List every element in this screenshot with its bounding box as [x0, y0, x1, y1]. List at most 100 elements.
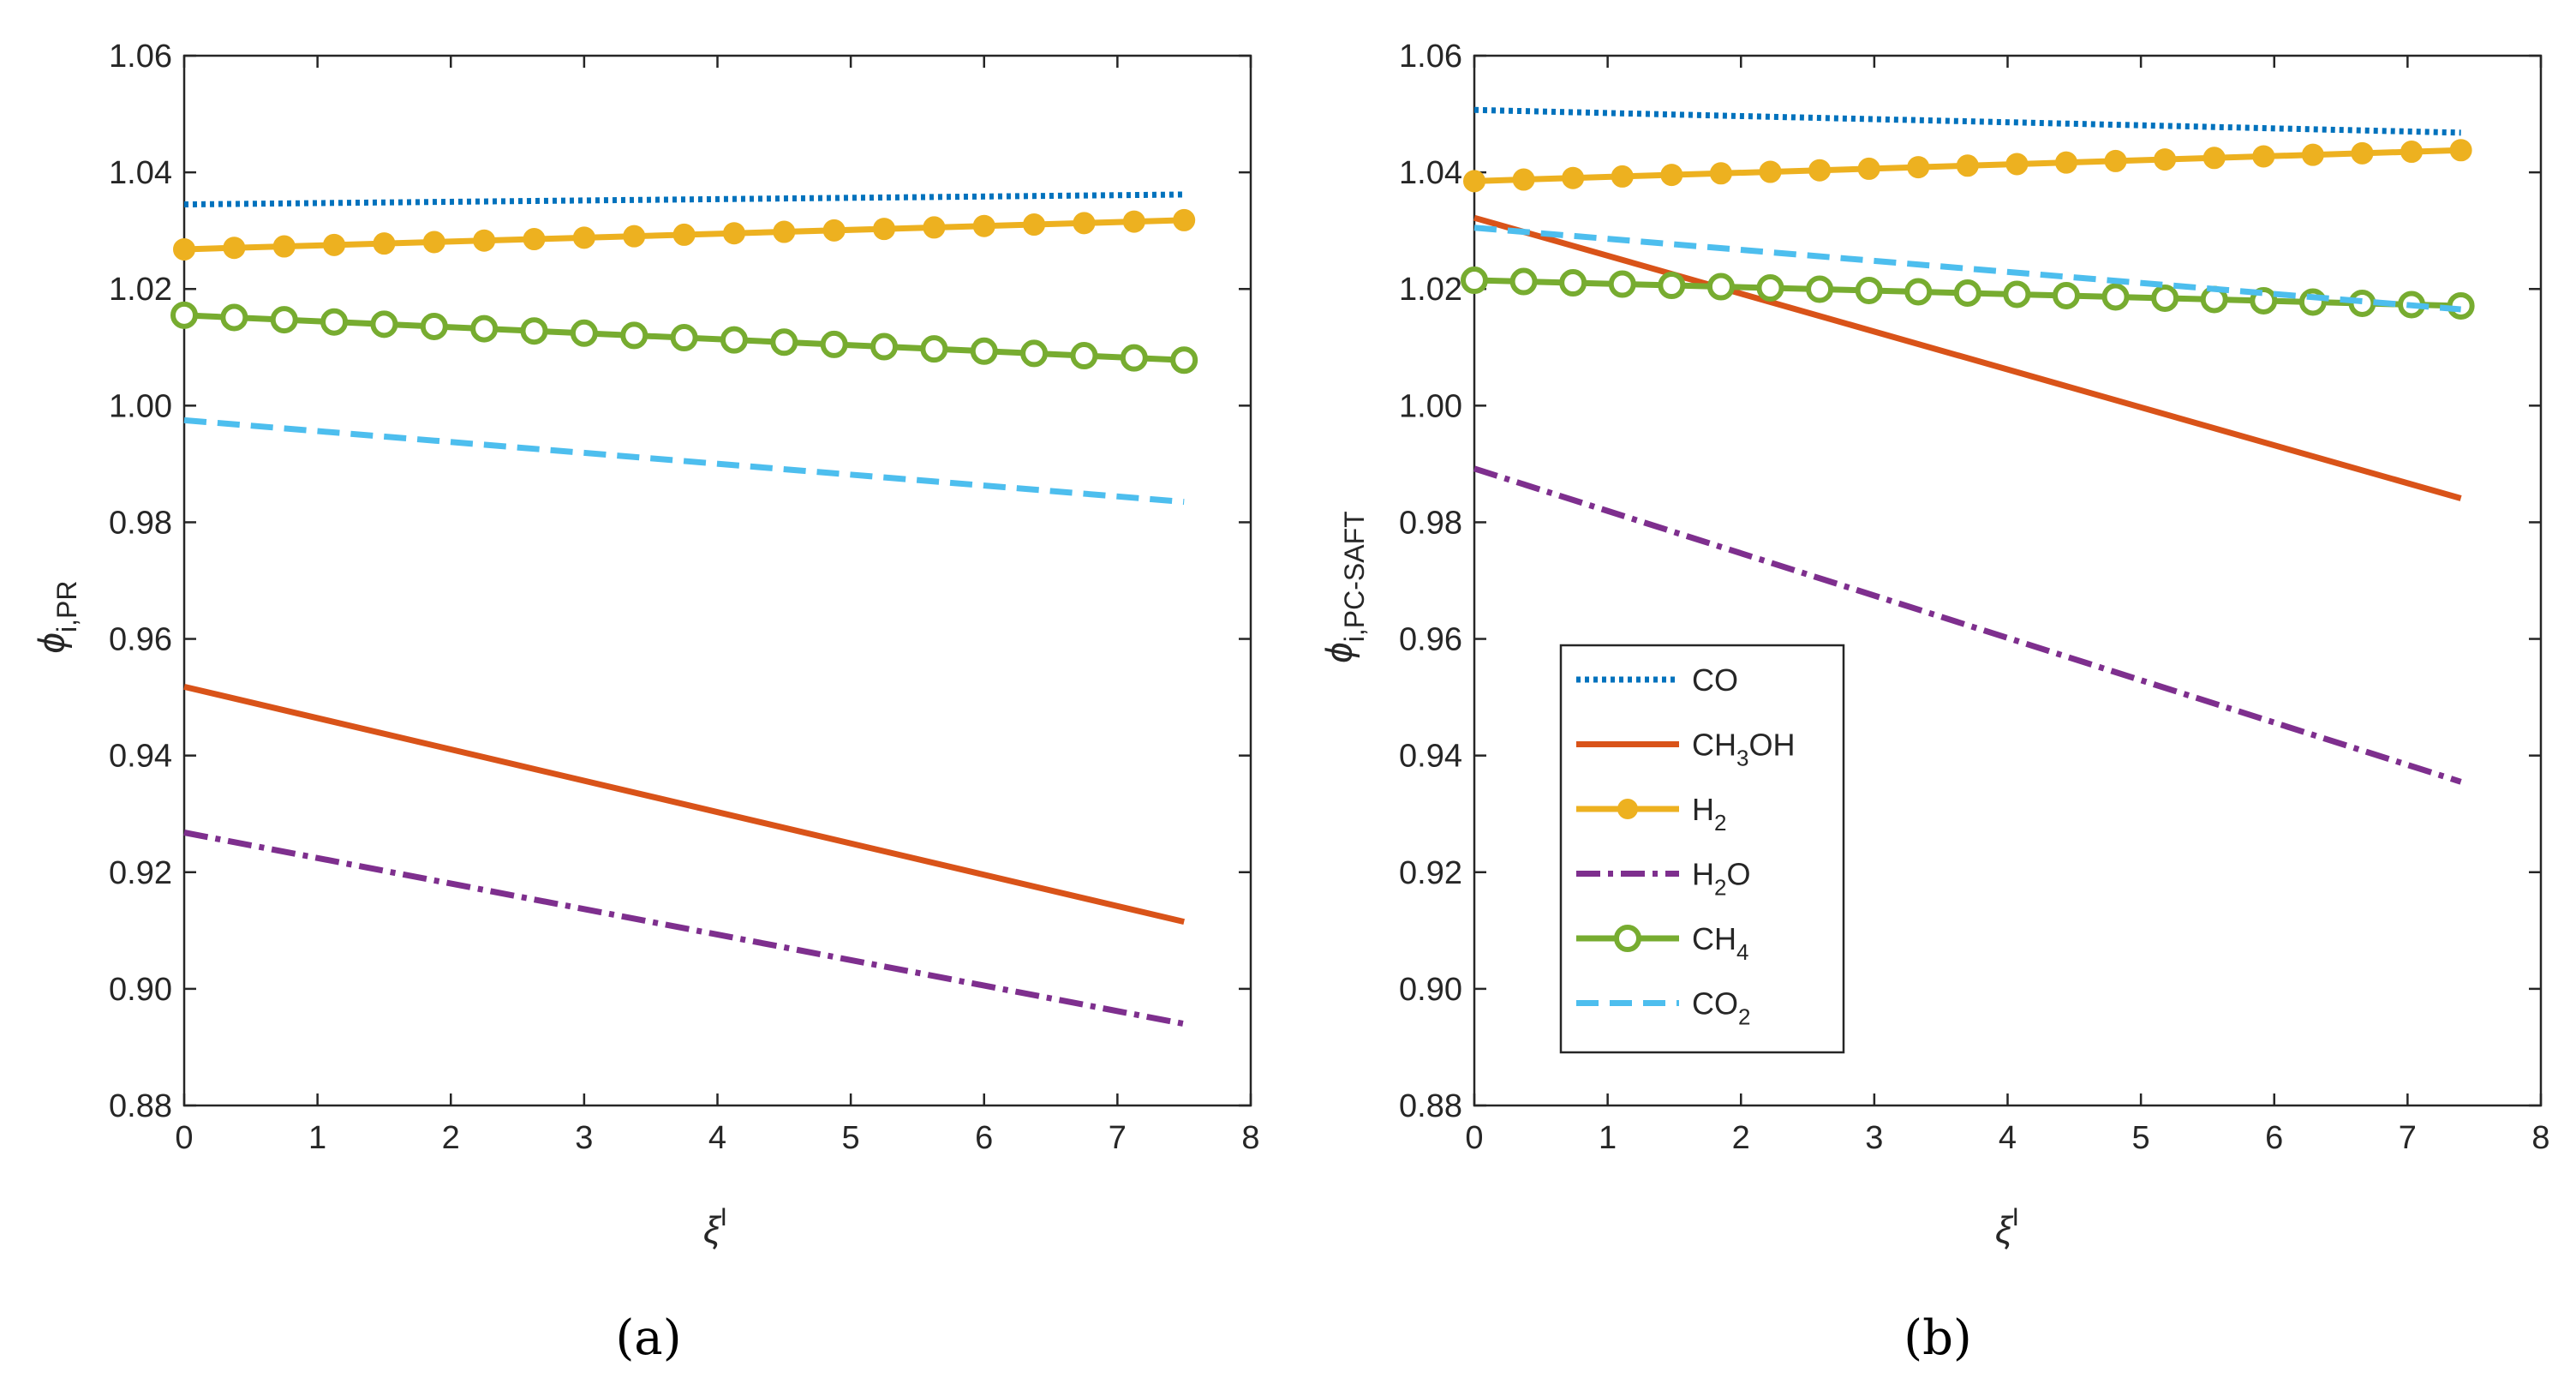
- legend-label: CH3OH: [1692, 728, 1795, 771]
- series-line-co: [1473, 106, 2461, 136]
- series-marker-h2: [2005, 153, 2029, 176]
- x-tick-label: 3: [575, 1120, 593, 1156]
- x-tick-label: 0: [1465, 1120, 1483, 1156]
- series-marker-h2: [873, 218, 896, 241]
- legend-label: CO: [1692, 662, 1738, 698]
- series-marker-h2: [2054, 151, 2077, 174]
- panel-caption-a: (a): [615, 1310, 681, 1366]
- series-marker-h2: [1808, 159, 1832, 182]
- y-axis-label-b: ϕi,PC-SAFT: [1318, 511, 1370, 662]
- series-marker-h2: [2202, 147, 2226, 170]
- y-tick-label: 1.02: [109, 272, 172, 308]
- series-line-co: [183, 191, 1185, 208]
- series-marker-h2: [422, 231, 445, 254]
- series-marker-h2: [1512, 168, 1535, 191]
- series-marker-h2: [972, 214, 995, 237]
- series-line-ch3oh: [183, 683, 1185, 926]
- legend-marker: [1614, 925, 1641, 952]
- series-marker-h2: [623, 225, 646, 248]
- x-tick-label: 4: [1999, 1120, 2017, 1156]
- x-tick-label: 8: [2531, 1120, 2549, 1156]
- y-tick-label: 1.06: [109, 39, 172, 75]
- series-marker-ch4: [1855, 276, 1883, 304]
- y-tick-label: 0.98: [1399, 505, 1462, 541]
- series-marker-ch4: [620, 321, 648, 350]
- series-marker-h2: [1073, 212, 1096, 235]
- x-tick-label: 1: [308, 1120, 326, 1156]
- y-tick-label: 0.88: [109, 1088, 172, 1124]
- series-marker-h2: [1173, 208, 1196, 231]
- series-marker-ch4: [1070, 342, 1098, 370]
- series-marker-ch4: [520, 317, 548, 345]
- panel-b: 0 1 2 3 4 5 6 7 8 0.88 0.90 0.92 0.94 0.96 0.98 1.00 1.0…: [1318, 39, 2550, 1366]
- series-marker-ch4: [720, 326, 748, 354]
- x-tick-label: 2: [442, 1120, 460, 1156]
- axes-box-a: [182, 54, 1252, 1107]
- x-tick-label: 7: [2399, 1120, 2417, 1156]
- y-tick-label: 1.06: [1399, 39, 1462, 75]
- series-marker-ch4: [2052, 281, 2080, 309]
- panel-a: 0 1 2 3 4 5 6 7 8 0.88 0.90 0.92 0.94 0.96 0.98 1.00 1.0…: [31, 39, 1260, 1366]
- series-marker-h2: [173, 237, 195, 261]
- y-tick-label: 0.90: [1399, 972, 1462, 1008]
- legend-entry-h2: H2: [1576, 792, 1726, 836]
- series-marker-ch4: [1509, 267, 1538, 296]
- series-marker-h2: [572, 226, 595, 249]
- series-marker-ch4: [170, 301, 198, 329]
- series-marker-h2: [473, 229, 496, 252]
- series-marker-ch4: [2101, 283, 2130, 311]
- legend-marker: [1617, 799, 1638, 819]
- series-marker-h2: [2301, 143, 2324, 166]
- series-marker-h2: [1709, 162, 1732, 185]
- series-marker-ch4: [820, 330, 848, 358]
- series-marker-ch4: [2003, 280, 2031, 309]
- series-marker-h2: [323, 233, 346, 256]
- series-marker-ch4: [770, 328, 798, 356]
- series-marker-h2: [2400, 141, 2424, 164]
- series-line-h2o: [183, 830, 1185, 1028]
- series-marker-ch4: [1706, 273, 1735, 301]
- y-tick-label: 1.00: [1399, 388, 1462, 424]
- series-marker-ch4: [1120, 344, 1148, 372]
- plot-lines-a: [170, 191, 1198, 1028]
- legend-label: CH4: [1692, 921, 1748, 965]
- series-marker-ch4: [1608, 270, 1636, 298]
- tick-labels-a: 0 1 2 3 4 5 6 7 8 0.88 0.90 0.92 0.94 0.96 0.98 1.00 1.0…: [109, 39, 1260, 1156]
- x-tick-label: 1: [1599, 1120, 1617, 1156]
- legend-label: H2: [1692, 792, 1726, 836]
- series-marker-ch4: [1806, 275, 1834, 303]
- tick-labels-b: 0 1 2 3 4 5 6 7 8 0.88 0.90 0.92 0.94 0.96 0.98 1.00 1.0…: [1399, 39, 2550, 1156]
- series-marker-ch4: [1461, 267, 1488, 295]
- series-line-h2o: [1473, 465, 2462, 785]
- series-marker-ch4: [670, 324, 698, 352]
- series-marker-h2: [2449, 139, 2472, 162]
- x-tick-label: 0: [175, 1120, 193, 1156]
- series-marker-h2: [722, 222, 745, 245]
- series-marker-ch4: [270, 306, 298, 334]
- y-tick-label: 1.02: [1399, 272, 1462, 308]
- x-tick-label: 8: [1241, 1120, 1259, 1156]
- series-marker-ch4: [970, 337, 998, 365]
- y-tick-label: 0.96: [109, 622, 172, 658]
- series-marker-h2: [773, 220, 796, 243]
- x-tick-label: 2: [1732, 1120, 1750, 1156]
- series-marker-ch4: [570, 319, 598, 347]
- series-marker-ch4: [1953, 279, 1981, 307]
- panel-caption-b: (b): [1904, 1310, 1972, 1366]
- series-marker-h2: [272, 235, 296, 258]
- series-marker-h2: [523, 228, 546, 251]
- legend: CO CH3OH H2 H2O CH4 CO2: [1559, 644, 1845, 1054]
- series-marker-h2: [2154, 148, 2177, 171]
- y-tick-label: 1.04: [1399, 155, 1462, 191]
- series-marker-h2: [1023, 213, 1046, 237]
- series-marker-ch4: [1658, 272, 1686, 300]
- series-marker-h2: [2104, 149, 2127, 172]
- series-marker-ch4: [420, 312, 448, 340]
- y-tick-label: 1.00: [109, 388, 172, 424]
- series-marker-ch4: [1020, 339, 1049, 368]
- y-tick-label: 0.96: [1399, 622, 1462, 658]
- x-tick-label: 4: [708, 1120, 726, 1156]
- y-tick-label: 0.88: [1399, 1088, 1462, 1124]
- x-tick-label: 5: [2132, 1120, 2150, 1156]
